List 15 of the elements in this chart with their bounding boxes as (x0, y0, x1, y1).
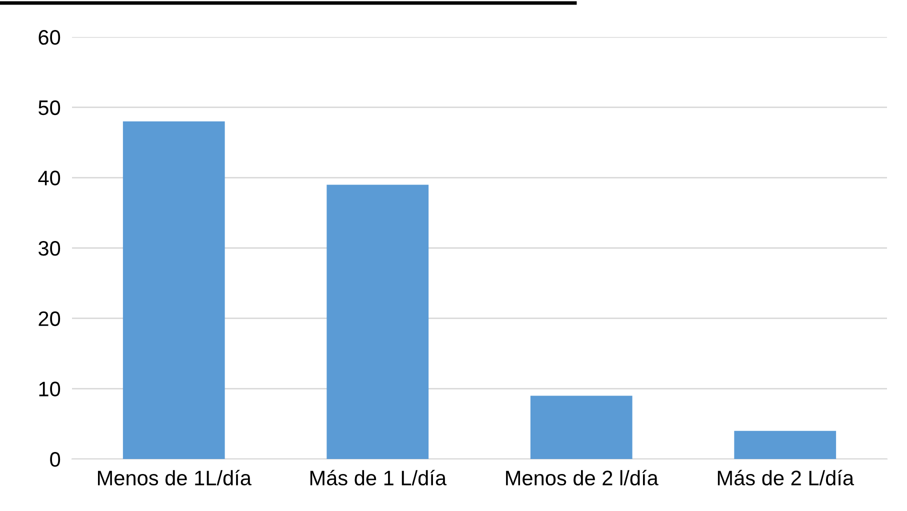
x-tick-label: Menos de 1L/día (98, 470, 252, 486)
y-tick-label: 60 (38, 30, 60, 45)
y-tick-label: 20 (38, 311, 60, 326)
x-tick-label: Más de 2 L/día (718, 470, 854, 486)
y-tick-label: 50 (38, 100, 60, 116)
bar (326, 184, 429, 459)
y-tick-label: 40 (38, 170, 60, 186)
bar (530, 396, 632, 459)
bar (122, 121, 225, 459)
x-tick-label: Menos de 2 l/día (506, 470, 658, 486)
x-tick-label: Más de 1 L/día (310, 470, 447, 486)
y-tick-label: 30 (38, 241, 60, 256)
y-tick-label: 10 (39, 382, 60, 396)
y-tick-label: 0 (50, 452, 60, 467)
bar (734, 430, 836, 459)
